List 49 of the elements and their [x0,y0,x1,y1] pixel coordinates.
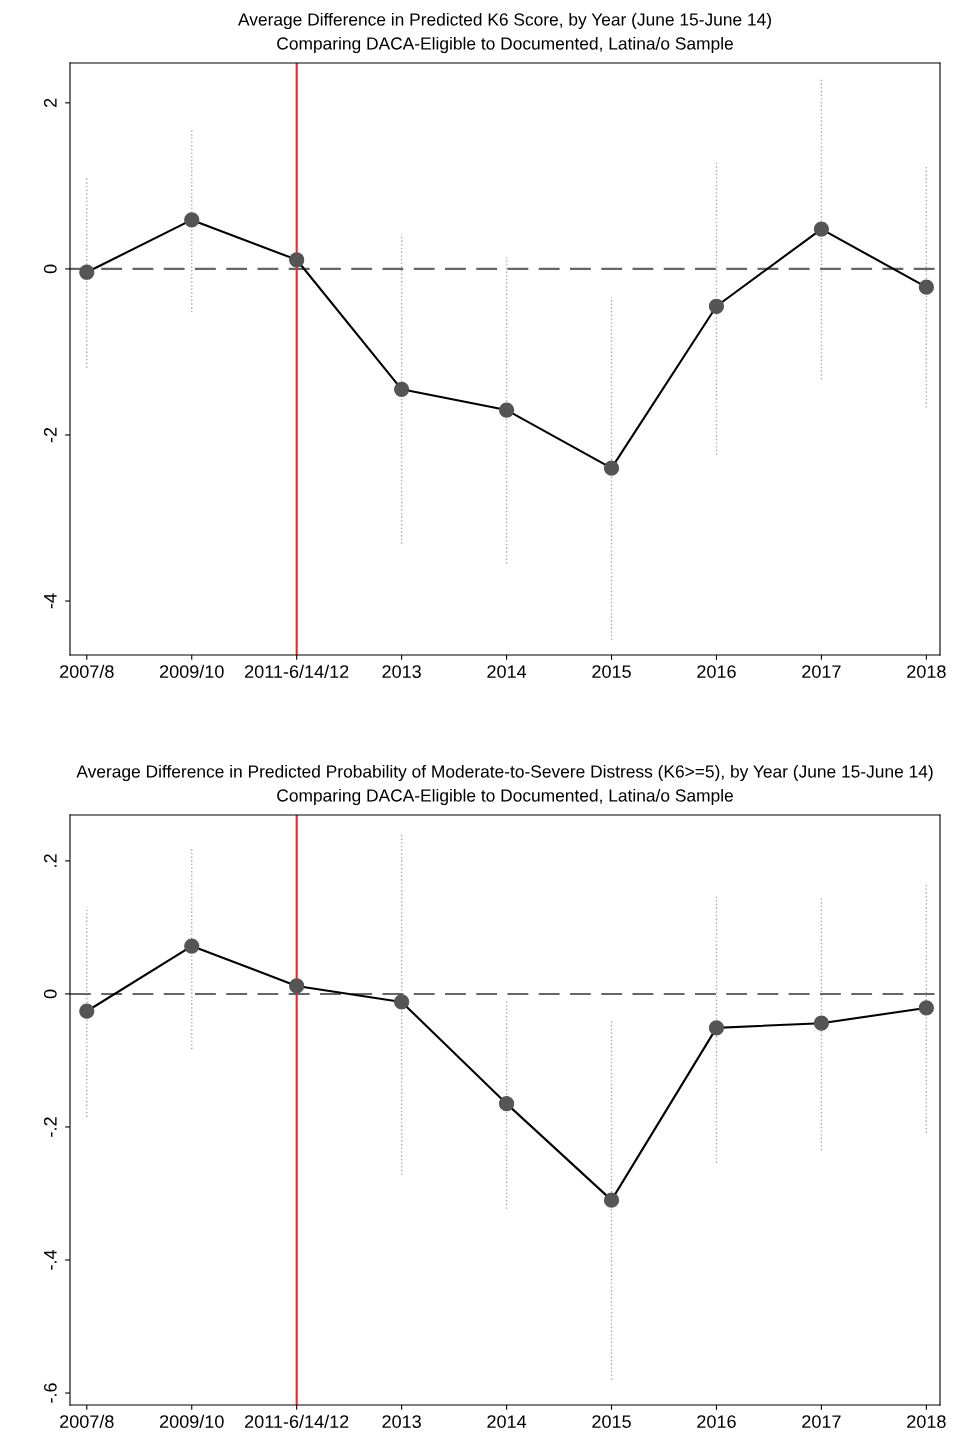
point [918,279,934,295]
x-tick-label: 2018 [907,1415,946,1428]
x-tick-label: 2011-6/14/12 [245,664,349,678]
x-tick-label: 2007/8 [60,1414,114,1428]
y-tick-label: -.2 [43,1117,57,1137]
point [813,221,830,237]
point [393,994,410,1010]
y-tick-label: -.6 [43,1383,57,1403]
x-tick-label: 2016 [697,665,736,678]
point [918,1000,934,1016]
x-tick-label: 2015 [592,665,631,678]
point [603,1192,620,1208]
y-tick-label: -2 [43,427,57,443]
point [289,252,305,268]
x-tick-label: 2007/8 [60,664,114,678]
point [393,381,410,397]
x-tick-label: 2018 [907,665,946,678]
x-tick-label: 2013 [382,1415,421,1428]
x-tick-label: 2016 [697,1415,736,1428]
chart-title: Average Difference in Predicted K6 Score, by Year (June 15-June 14) [238,12,771,30]
x-tick-label: 2015 [592,1415,631,1428]
y-tick-label: 0 [43,989,57,999]
x-tick-label: 2013 [382,665,421,678]
x-tick-label: 2017 [802,665,841,678]
x-tick-label: 2014 [487,665,527,678]
y-tick-label: -4 [44,593,57,609]
point [708,298,725,314]
y-tick-label: 2 [43,98,57,107]
point [79,264,95,280]
point [184,938,200,954]
point [498,1096,515,1112]
chart-title: Average Difference in Predicted Probability of Moderate-to-Severe Distress (K6>=5), by Year (June 15-June 14) [76,764,933,782]
y-tick-label: 0 [43,264,57,274]
x-tick-label: 2009/10 [160,1414,224,1428]
point [289,978,305,994]
y-tick-label: .2 [43,854,57,867]
x-tick-label: 2017 [802,1415,841,1428]
x-tick-label: 2014 [487,1415,527,1428]
x-tick-label: 2009/10 [160,664,224,678]
point [498,402,515,418]
point [708,1020,725,1036]
y-tick-label: -.4 [44,1249,57,1270]
point [79,1003,95,1019]
chart-subtitle: Comparing DACA-Eligible to Documented, Latina/o Sample [277,788,733,806]
point [603,460,620,476]
x-tick-label: 2011-6/14/12 [245,1414,349,1428]
point [184,212,200,228]
point [813,1015,830,1031]
chart-subtitle: Comparing DACA-Eligible to Documented, Latina/o Sample [277,36,733,54]
